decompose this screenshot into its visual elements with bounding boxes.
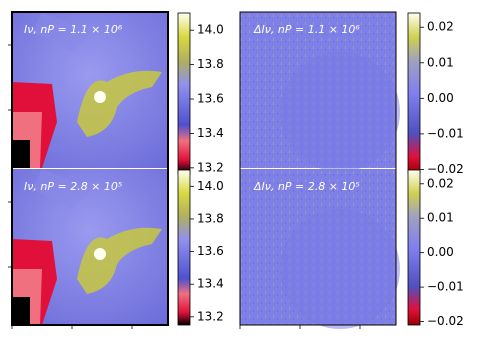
colorbar (407, 12, 421, 174)
colorbar-tick-label: 0.00 (427, 91, 454, 105)
panel-label: Iν, nP = 1.1 × 10⁶ (24, 23, 123, 36)
colorbar-tick-label: −0.02 (427, 162, 464, 176)
colorbar-tick-label: 0.01 (427, 211, 454, 225)
panel-images (8, 11, 400, 329)
colorbar-tick-label: 0.02 (427, 20, 454, 34)
colorbar-tick-label: 13.6 (197, 92, 224, 106)
colorbar (177, 12, 191, 174)
colorbar-tick-label: 13.4 (197, 126, 224, 140)
colorbar-tick-label: 13.2 (197, 160, 224, 174)
panel-label: Iν, nP = 2.8 × 10⁵ (24, 180, 122, 193)
colorbar (177, 169, 191, 326)
colorbar-tick-label: 13.8 (197, 211, 224, 225)
panel-label: ΔIν, nP = 1.1 × 10⁶ (253, 23, 360, 36)
colorbar-tick-label: 13.8 (197, 57, 224, 71)
colorbar-tick-label: 0.01 (427, 55, 454, 69)
panel-label: ΔIν, nP = 2.8 × 10⁵ (253, 180, 360, 193)
colorbar-tick-label: −0.01 (427, 126, 464, 140)
colorbar-tick-label: 13.4 (197, 277, 224, 291)
colorbar-tick-label: 14.0 (197, 179, 224, 193)
colorbar-tick-label: 13.2 (197, 309, 224, 323)
colorbar-tick-label: −0.02 (427, 314, 464, 328)
colorbar (407, 169, 421, 326)
colorbar-tick-label: 0.00 (427, 245, 454, 259)
colorbar-tick-label: −0.01 (427, 280, 464, 294)
colorbar-tick-label: 0.02 (427, 176, 454, 190)
colorbar-tick-label: 14.0 (197, 23, 224, 37)
colorbar-tick-label: 13.6 (197, 244, 224, 258)
